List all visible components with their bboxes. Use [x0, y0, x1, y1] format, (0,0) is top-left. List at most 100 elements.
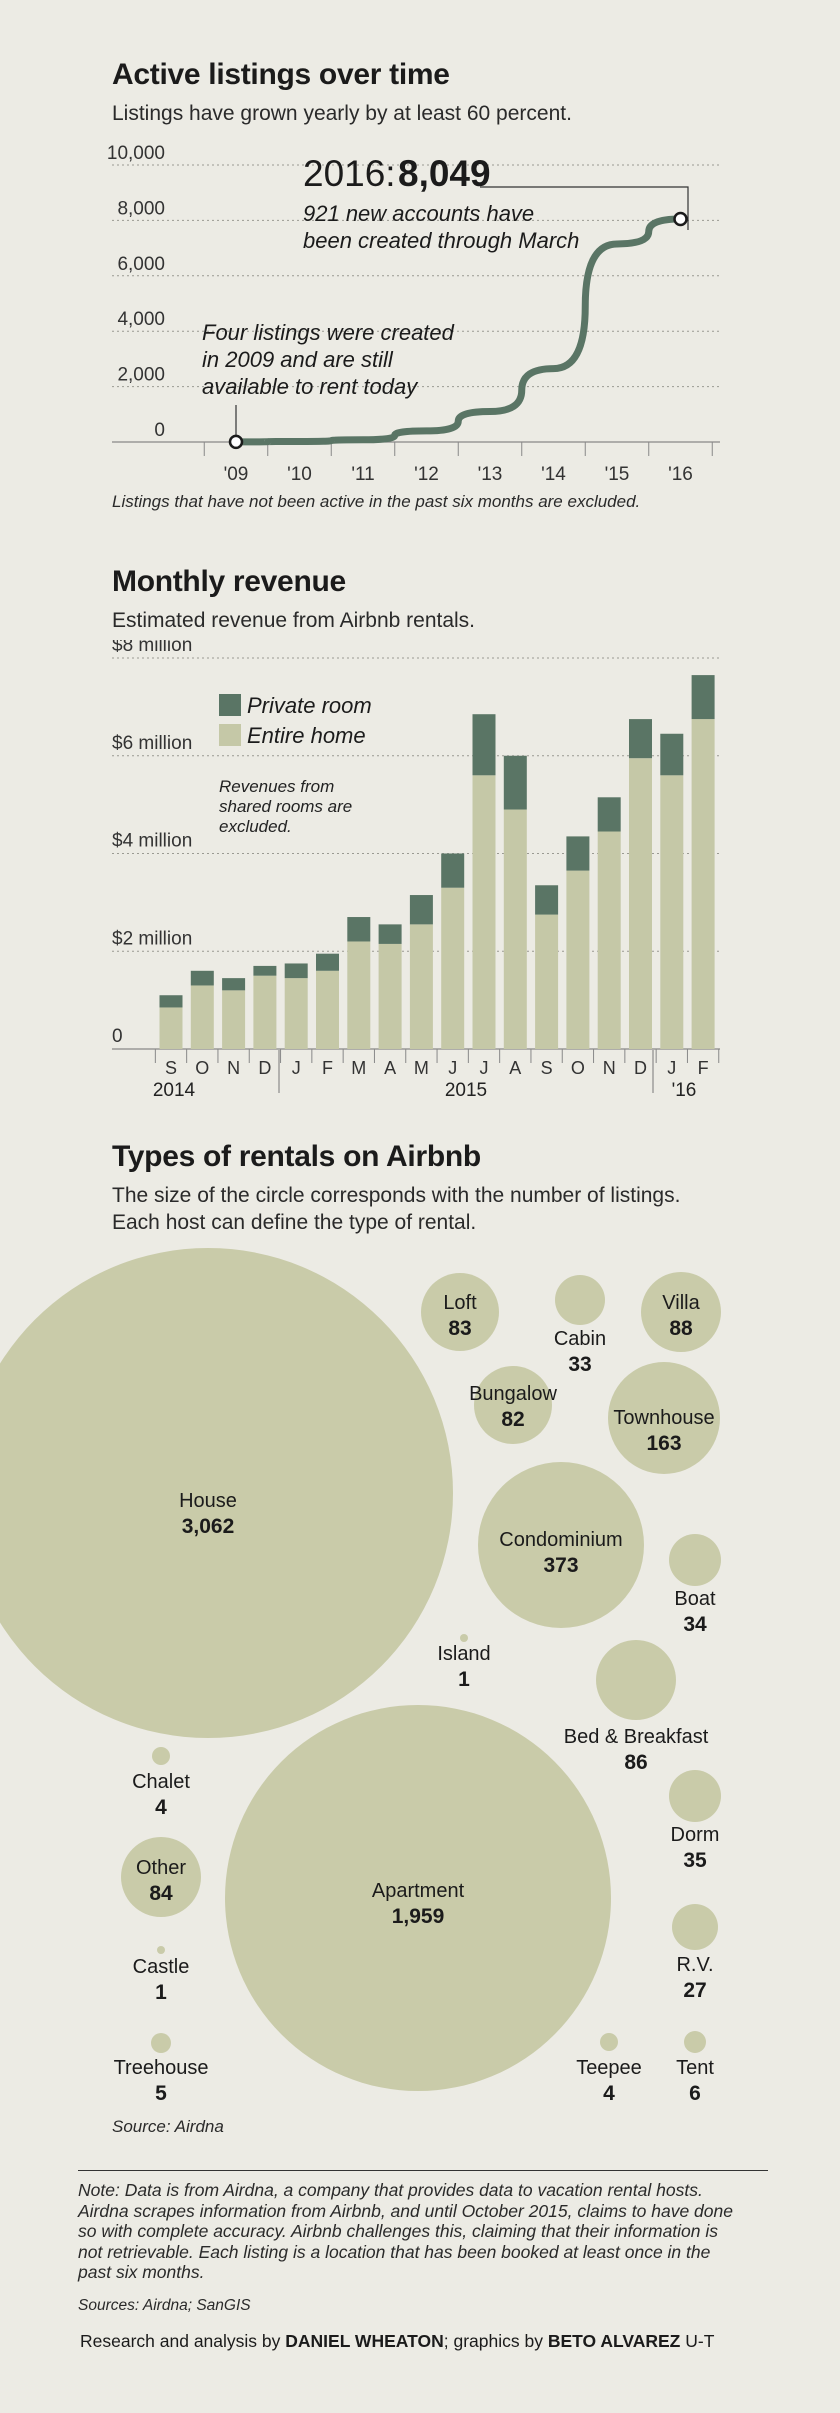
footer-note-line-1: Note: Data is from Airdna, a company tha… — [78, 2180, 703, 2200]
bar-entire-home — [347, 941, 371, 1049]
types-subtitle-1: The size of the circle corresponds with … — [112, 1184, 681, 1207]
x-tick-label: N — [227, 1058, 240, 1078]
line-point-marker — [673, 211, 688, 227]
bubble-condominium — [478, 1462, 644, 1628]
y-tick-label: 6,000 — [117, 254, 165, 275]
footer-note-line-2: Airdna scrapes information from Airbnb, … — [78, 2200, 733, 2221]
y-tick-label: 10,000 — [107, 143, 165, 164]
bubble-label-cabin: Cabin — [554, 1328, 606, 1350]
x-tick-label: J — [480, 1058, 489, 1078]
x-tick-label: '13 — [478, 464, 503, 485]
x-tick-label: '15 — [605, 464, 630, 485]
x-tick-label: O — [195, 1058, 209, 1078]
credit-mid: ; graphics by — [443, 2331, 548, 2351]
bar-entire-home — [660, 775, 684, 1049]
listings-subtitle: Listings have grown yearly by at least 6… — [112, 102, 572, 125]
listings-title: Active listings over time — [112, 58, 450, 91]
bar-private-room — [190, 970, 214, 986]
bubble-dorm — [669, 1770, 721, 1822]
x-tick-label: D — [634, 1058, 647, 1078]
bubble-label-other: Other — [136, 1857, 186, 1879]
bubble-treehouse — [151, 2033, 171, 2053]
bubble-value-apartment: 1,959 — [392, 1905, 445, 1928]
bubble-value-tent: 6 — [689, 2082, 701, 2105]
credit-suffix: U-T — [680, 2331, 715, 2351]
legend-swatch-private-room — [219, 694, 241, 716]
y-tick-label: 0 — [112, 1026, 123, 1047]
bubble-label-island: Island — [437, 1643, 490, 1665]
bar-entire-home — [691, 719, 715, 1049]
bar-private-room — [253, 965, 277, 976]
bar-private-room — [222, 978, 246, 991]
bubble-value-bed-breakfast: 86 — [624, 1751, 647, 1774]
bubble-other — [121, 1837, 201, 1917]
bubble-label-house: House — [179, 1490, 237, 1512]
bar-private-room — [472, 714, 496, 776]
bubble-cabin — [555, 1275, 605, 1325]
bar-entire-home — [629, 758, 652, 1049]
bar-entire-home — [159, 1007, 183, 1049]
bar-private-room — [503, 755, 527, 810]
bar-entire-home — [253, 975, 277, 1049]
bubble-label-dorm: Dorm — [671, 1824, 720, 1846]
legend-label-private-room: Private room — [247, 693, 372, 718]
x-tick-label: '10 — [287, 464, 312, 485]
bar-entire-home — [222, 990, 246, 1049]
bubble-value-r-v: 27 — [683, 1979, 706, 2002]
rental-types-bubble-chart: House 3,062 Apartment 1,959 Condominium 373 To… — [0, 1248, 721, 2105]
bubble-house — [0, 1248, 453, 1738]
bar-entire-home — [566, 870, 590, 1049]
bubble-label-castle: Castle — [133, 1956, 190, 1978]
callout-year: 2016: — [303, 153, 396, 194]
bubble-value-villa: 88 — [669, 1317, 693, 1340]
x-tick-label: '14 — [541, 464, 566, 485]
x-tick-label: M — [351, 1058, 366, 1078]
x-tick-label: A — [509, 1058, 521, 1078]
annotation-text-1: Four listings were created — [202, 320, 455, 345]
bar-entire-home — [535, 914, 559, 1049]
credit-prefix: Research and analysis by — [80, 2331, 286, 2351]
bar-private-room — [409, 895, 433, 925]
y-tick-label: 4,000 — [117, 309, 165, 330]
bar-entire-home — [472, 775, 496, 1049]
x-tick-label: '09 — [224, 464, 249, 485]
footer-note-line-4: not retrievable. Each listing is a locat… — [78, 2241, 711, 2262]
bubble-value-boat: 34 — [683, 1613, 707, 1636]
types-title: Types of rentals on Airbnb — [112, 1140, 481, 1173]
bubble-r-v — [672, 1904, 718, 1950]
year-label-2016: '16 — [672, 1080, 697, 1100]
x-tick-label: N — [603, 1058, 616, 1078]
bubble-value-bungalow: 82 — [501, 1408, 524, 1431]
x-tick-label: '12 — [414, 464, 439, 485]
y-tick-label: $2 million — [112, 928, 192, 949]
footer-note-line-5: past six months. — [78, 2262, 205, 2282]
bar-private-room — [159, 995, 183, 1008]
bubble-tent — [684, 2031, 706, 2053]
bubble-value-loft: 83 — [448, 1317, 471, 1340]
bubble-loft — [421, 1273, 499, 1351]
bar-private-room — [566, 836, 590, 871]
bubble-value-condominium: 373 — [543, 1554, 578, 1577]
bubble-label-apartment: Apartment — [372, 1880, 465, 1902]
x-tick-label: O — [571, 1058, 585, 1078]
x-tick-label: D — [258, 1058, 271, 1078]
y-tick-label: 0 — [154, 420, 165, 441]
bubble-label-treehouse: Treehouse — [114, 2057, 209, 2079]
callout-value: 8,049 — [398, 153, 491, 194]
bar-entire-home — [190, 985, 214, 1049]
y-tick-label: $8 million — [112, 640, 192, 656]
bar-private-room — [441, 853, 465, 888]
bubble-value-cabin: 33 — [568, 1353, 591, 1376]
bubble-label-teepee: Teepee — [576, 2057, 642, 2079]
bar-private-room — [535, 885, 559, 915]
revenue-subtitle: Estimated revenue from Airbnb rentals. — [112, 609, 476, 632]
bar-private-room — [347, 917, 371, 942]
footer-sources: Sources: Airdna; SanGIS — [78, 2297, 251, 2314]
bubble-value-other: 84 — [149, 1882, 173, 1905]
footer-note: Note: Data is from Airdna, a company tha… — [78, 2180, 733, 2283]
bubble-label-townhouse: Townhouse — [613, 1407, 714, 1429]
revenue-title: Monthly revenue — [112, 565, 346, 598]
bar-private-room — [660, 733, 684, 776]
revenue-bar-chart: 0 $2 million $4 million $6 million $8 millio… — [112, 640, 720, 1100]
bubble-island — [460, 1634, 468, 1642]
